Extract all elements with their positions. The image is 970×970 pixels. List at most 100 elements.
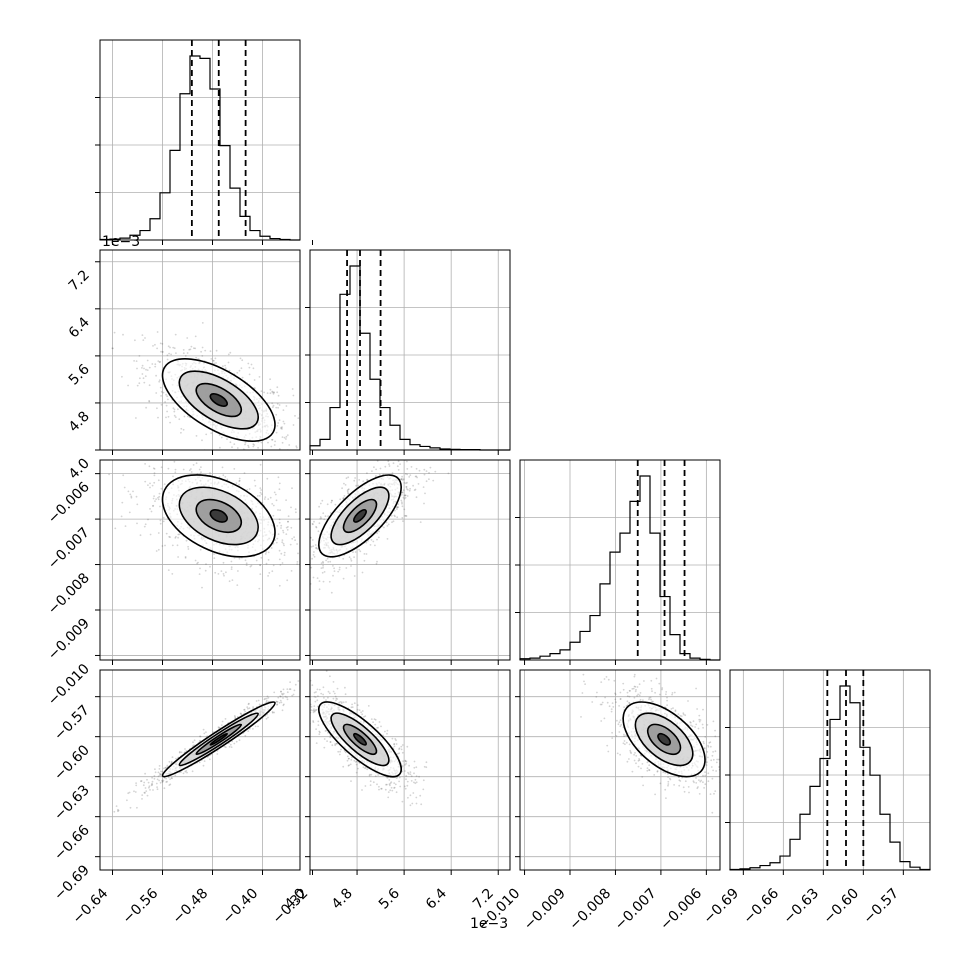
sample-point: [140, 780, 143, 782]
sample-point: [303, 692, 305, 694]
sample-point: [390, 786, 393, 789]
sample-point: [138, 382, 141, 385]
sample-point: [157, 360, 160, 362]
sample-point: [151, 783, 154, 786]
sample-point: [301, 704, 303, 706]
sample-point: [168, 784, 171, 786]
sample-point: [360, 711, 362, 714]
sample-point: [300, 678, 302, 680]
sample-point: [410, 775, 413, 778]
sample-point: [141, 798, 143, 800]
sample-point: [169, 421, 172, 424]
density-contour: [209, 393, 228, 407]
sample-point: [195, 356, 198, 359]
sample-point: [222, 573, 225, 575]
sample-point: [330, 501, 333, 504]
sample-point: [329, 741, 332, 743]
sample-point: [375, 643, 377, 645]
sample-point: [377, 536, 380, 539]
sample-point: [312, 721, 315, 723]
sample-point: [368, 774, 371, 777]
sample-point: [695, 723, 698, 726]
sample-point: [175, 757, 177, 760]
sample-point: [295, 511, 297, 514]
sample-point: [245, 562, 248, 565]
sample-point: [177, 533, 180, 536]
sample-point: [425, 480, 428, 483]
sample-point: [322, 562, 325, 564]
sample-point: [259, 463, 262, 466]
sample-point: [378, 530, 380, 533]
sample-point: [239, 357, 242, 360]
density-contour: [353, 732, 367, 746]
sample-point: [151, 776, 154, 779]
sample-point: [664, 788, 667, 791]
sample-point: [143, 791, 146, 794]
sample-point: [355, 763, 358, 766]
sample-point: [335, 674, 337, 676]
sample-point: [405, 488, 408, 490]
sample-point: [144, 375, 147, 378]
sample-point: [154, 500, 156, 502]
sample-point: [280, 701, 283, 704]
sample-point: [174, 468, 177, 471]
sample-point: [315, 691, 317, 693]
sample-point: [347, 488, 349, 491]
sample-point: [247, 730, 250, 732]
sample-point: [175, 444, 177, 446]
sample-point: [703, 787, 705, 789]
sample-point: [198, 573, 201, 575]
sample-point: [144, 772, 147, 775]
sample-point: [361, 710, 364, 712]
sample-point: [165, 416, 167, 419]
sample-point: [248, 373, 251, 376]
sample-point: [403, 508, 406, 511]
sample-point: [252, 706, 255, 708]
sample-point: [322, 580, 325, 583]
sample-point: [338, 568, 341, 571]
sample-point: [288, 444, 291, 446]
sample-point: [148, 384, 151, 387]
sample-point: [414, 778, 417, 781]
sample-point: [198, 761, 201, 764]
sample-point: [347, 491, 349, 493]
sample-point: [157, 548, 160, 551]
sample-point: [350, 565, 352, 567]
sample-point: [329, 512, 332, 514]
sample-point: [357, 484, 360, 487]
sample-point: [404, 764, 406, 766]
sample-point: [127, 384, 129, 387]
sample-point: [698, 718, 701, 721]
sample-point: [165, 777, 168, 780]
sample-point: [386, 538, 389, 540]
sample-point: [301, 698, 303, 700]
sample-point: [277, 394, 280, 397]
sample-point: [281, 709, 284, 712]
sample-point: [393, 743, 395, 746]
sample-point: [404, 770, 406, 772]
sample-point: [326, 557, 329, 560]
sample-point: [704, 771, 706, 773]
sample-point: [267, 498, 270, 500]
sample-point: [194, 347, 197, 350]
sample-point: [419, 521, 422, 523]
sample-point: [280, 527, 282, 529]
sample-point: [328, 692, 331, 695]
sample-point: [238, 557, 241, 560]
sample-point: [364, 715, 367, 717]
sample-point: [252, 707, 255, 710]
sample-point: [178, 751, 181, 754]
sample-point: [152, 505, 154, 507]
sample-point: [301, 544, 303, 546]
sample-point: [306, 550, 308, 552]
sample-point: [240, 712, 242, 715]
sample-point: [224, 476, 227, 478]
sample-point: [412, 792, 415, 794]
sample-point: [303, 666, 305, 668]
sample-point: [278, 549, 281, 552]
sample-point: [616, 719, 618, 722]
sample-point: [313, 569, 315, 571]
sample-point: [158, 361, 161, 364]
sample-point: [164, 439, 166, 441]
sample-point: [316, 548, 319, 550]
